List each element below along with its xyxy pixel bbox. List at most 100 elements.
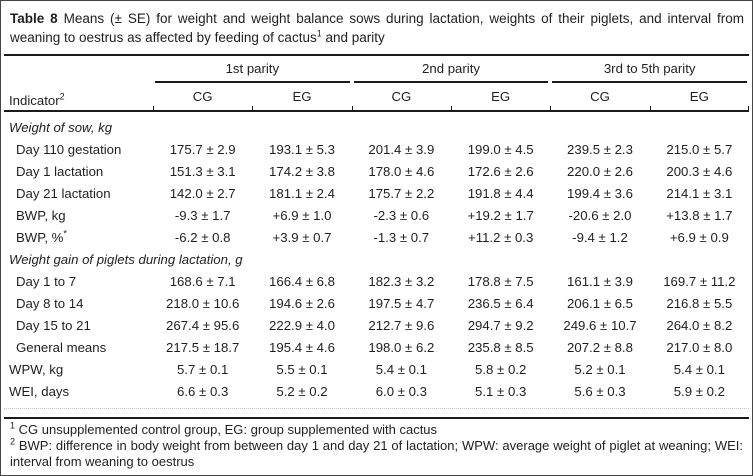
footnote-marker: 2 (10, 436, 16, 447)
top-rule (4, 54, 749, 56)
row-label: Day 15 to 21 (16, 317, 91, 333)
table-body: Weight of sow, kg Day 110 gestation 175.7 … (1, 112, 752, 402)
column-boundary-tick (153, 106, 154, 111)
value-cell: -9.4 ± 1.2 (572, 229, 628, 245)
value-cell: 197.5 ± 4.7 (368, 295, 435, 311)
value-cell: 5.9 ± 0.2 (673, 383, 725, 399)
footnote-1: 1 CG unsupplemented control group, EG: g… (10, 420, 438, 437)
value-cell: 239.5 ± 2.3 (567, 141, 633, 157)
table-row: WPW, kg 5.7 ± 0.1 5.5 ± 0.1 5.4 ± 0.1 5.8 ± … (4, 358, 749, 380)
footnote-2: 2 BWP: difference in body weight from be… (10, 436, 743, 469)
value-cell: 161.1 ± 3.9 (567, 273, 633, 289)
row-label: General means (16, 339, 107, 355)
footnote-marker: 1 (10, 420, 16, 431)
value-cell: +13.8 ± 1.7 (666, 207, 733, 223)
footnotes: 1 CG unsupplemented control group, EG: g… (1, 419, 752, 470)
row-label: BWP, %* (16, 228, 67, 245)
value-cell: 172.6 ± 2.6 (467, 163, 534, 179)
value-cell: 218.0 ± 10.6 (166, 295, 240, 311)
value-cell: +11.2 ± 0.3 (468, 229, 534, 245)
table-row: Day 8 to 14 218.0 ± 10.6 194.6 ± 2.6 197.5 … (4, 292, 749, 314)
value-cell: +3.9 ± 0.7 (272, 229, 332, 245)
row-label: Day 1 to 7 (16, 273, 77, 289)
table-number: Table 8 (10, 11, 58, 26)
row-label: Day 110 gestation (16, 141, 122, 157)
subcolumn-header-6: EG (689, 88, 709, 104)
table-row: General means 217.5 ± 18.7 195.4 ± 4.6 198.… (4, 336, 749, 358)
group-header-2: 2nd parity (353, 55, 549, 83)
value-cell: 193.1 ± 5.3 (269, 141, 335, 157)
row-label: WPW, kg (9, 361, 64, 377)
value-cell: 178.0 ± 4.6 (368, 163, 435, 179)
value-cell: 215.0 ± 5.7 (666, 141, 733, 157)
value-cell: 166.4 ± 6.8 (269, 273, 335, 289)
value-cell: 235.8 ± 8.5 (467, 339, 534, 355)
table-row: Weight gain of piglets during lactation,… (4, 248, 749, 270)
value-cell: 294.7 ± 9.2 (467, 317, 534, 333)
table-row: Day 15 to 21 267.4 ± 95.6 222.9 ± 4.0 212.7… (4, 314, 749, 336)
section-header: Weight of sow, kg (9, 119, 113, 135)
header-rule (4, 106, 749, 112)
value-cell: 199.0 ± 4.5 (467, 141, 534, 157)
value-cell: -6.2 ± 0.8 (174, 229, 231, 245)
value-cell: 191.8 ± 4.4 (467, 185, 534, 201)
value-cell: 5.4 ± 0.1 (673, 361, 725, 377)
indicator-label: Indicator (9, 93, 60, 108)
value-cell: 222.9 ± 4.0 (269, 317, 335, 333)
group-header-3: 3rd to 5th parity (552, 55, 747, 83)
table-row: Day 1 to 7 168.6 ± 7.1 166.4 ± 6.8 182.3 ± … (4, 270, 749, 292)
value-cell: 194.6 ± 2.6 (269, 295, 335, 311)
value-cell: 195.4 ± 4.6 (269, 339, 335, 355)
value-cell: 249.6 ± 10.7 (563, 317, 637, 333)
value-cell: 217.0 ± 8.0 (666, 339, 733, 355)
row-label: BWP, kg (16, 207, 66, 223)
value-cell: 217.5 ± 18.7 (166, 339, 240, 355)
value-cell: 5.8 ± 0.2 (475, 361, 527, 377)
value-cell: 169.7 ± 11.2 (663, 273, 736, 289)
value-cell: 216.8 ± 5.5 (666, 295, 733, 311)
value-cell: 212.7 ± 9.6 (368, 317, 435, 333)
value-cell: +19.2 ± 1.7 (467, 207, 534, 223)
table-row: Day 1 lactation 151.3 ± 3.1 174.2 ± 3.8 178… (4, 160, 749, 182)
value-cell: 5.4 ± 0.1 (375, 361, 427, 377)
value-cell: 178.8 ± 7.5 (467, 273, 534, 289)
value-cell: 5.2 ± 0.1 (574, 361, 626, 377)
caption-tail: and parity (321, 30, 385, 45)
value-cell: 214.1 ± 3.1 (666, 185, 733, 201)
row-label: Day 1 lactation (16, 163, 104, 179)
table-row: Weight of sow, kg (4, 116, 749, 138)
group-header-1: 1st parity (155, 55, 350, 83)
value-cell: 151.3 ± 3.1 (169, 163, 236, 179)
subcolumn-header-4: EG (491, 88, 511, 104)
value-cell: 236.5 ± 6.4 (467, 295, 534, 311)
value-cell: +6.9 ± 1.0 (272, 207, 332, 223)
caption-footnote-marker: 1 (316, 28, 322, 39)
value-cell: -2.3 ± 0.6 (373, 207, 430, 223)
value-cell: 175.7 ± 2.9 (169, 141, 236, 157)
column-boundary-tick (748, 106, 749, 111)
subcolumn-header-3: CG (391, 88, 412, 104)
section-header: Weight gain of piglets during lactation,… (9, 251, 243, 267)
bottom-rule (4, 417, 749, 419)
value-cell: 5.6 ± 0.3 (574, 383, 626, 399)
subcolumn-header-1: CG (192, 88, 213, 104)
row-label: Day 21 lactation (16, 185, 111, 201)
column-boundary-tick (550, 106, 552, 111)
parity-group-header-row: 1st parity 2nd parity 3rd to 5th parity (4, 55, 749, 83)
value-cell: 175.7 ± 2.2 (368, 185, 435, 201)
value-cell: 5.5 ± 0.1 (276, 361, 328, 377)
value-cell: 264.0 ± 8.2 (666, 317, 733, 333)
subcolumn-header-2: EG (292, 88, 312, 104)
value-cell: 5.7 ± 0.1 (177, 361, 229, 377)
value-cell: 5.1 ± 0.3 (475, 383, 527, 399)
table-row: BWP, %* -6.2 ± 0.8 +3.9 ± 0.7 -1.3 ± 0.7 +11… (4, 226, 749, 248)
value-cell: 6.0 ± 0.3 (375, 383, 427, 399)
table-row: Day 21 lactation 142.0 ± 2.7 181.1 ± 2.4 17… (4, 182, 749, 204)
value-cell: 168.6 ± 7.1 (169, 273, 236, 289)
value-cell: 201.4 ± 3.9 (368, 141, 435, 157)
value-cell: -1.3 ± 0.7 (373, 229, 430, 245)
value-cell: 199.4 ± 3.6 (567, 185, 633, 201)
table-row: Day 110 gestation 175.7 ± 2.9 193.1 ± 5.3 2… (4, 138, 749, 160)
value-cell: 6.6 ± 0.3 (177, 383, 229, 399)
